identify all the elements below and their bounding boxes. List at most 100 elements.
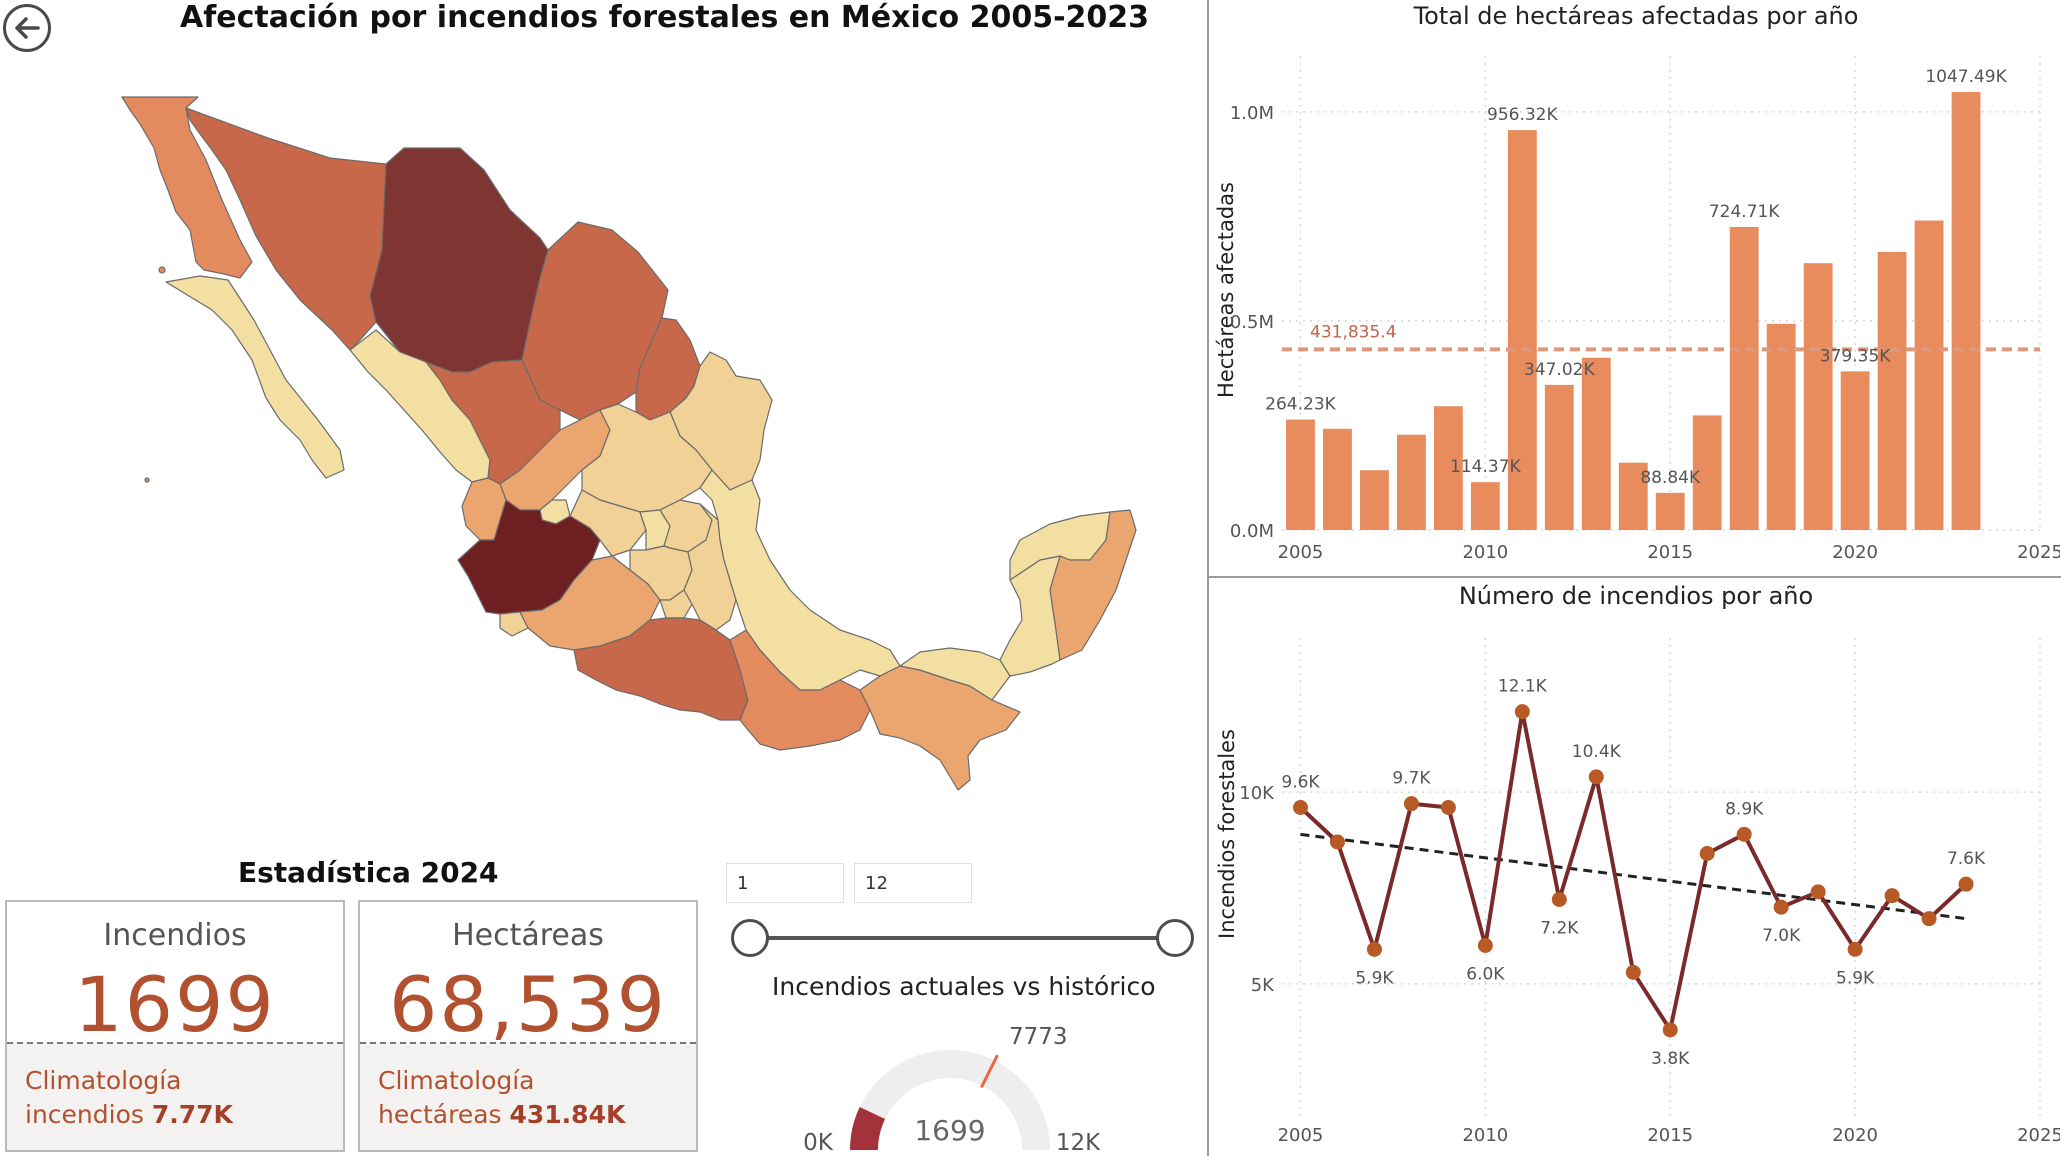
gauge-value-label: 1699 xyxy=(914,1114,985,1147)
panel-divider-vertical xyxy=(1207,0,1209,1156)
incendios-line-chart: Número de incendios por año Incendios fo… xyxy=(1215,582,2060,1146)
line-chart-ylabel: Incendios forestales xyxy=(1215,729,1239,939)
line-chart-point xyxy=(1773,899,1789,915)
bar-chart-x-tick-label: 2025 xyxy=(2017,542,2060,563)
gauge-chart: 7773 1699 0K 12K xyxy=(803,1024,1100,1156)
line-chart-point xyxy=(1847,941,1863,957)
bar-chart-bar xyxy=(1507,130,1537,531)
line-chart-point xyxy=(1625,964,1641,980)
slider-start-input[interactable]: 1 xyxy=(726,863,844,903)
state-oaxaca[interactable] xyxy=(729,629,871,751)
bar-chart-data-label: 724.71K xyxy=(1709,202,1780,222)
state-baja-california-sur[interactable] xyxy=(165,275,345,479)
line-chart-data-label: 12.1K xyxy=(1498,677,1548,697)
bar-chart-bar xyxy=(1323,428,1352,530)
state-campeche[interactable] xyxy=(999,555,1061,677)
map-title: Afectación por incendios forestales en M… xyxy=(180,0,1150,35)
bar-chart-data-label: 379.35K xyxy=(1820,346,1891,366)
bar-chart-reference-label: 431,835.4 xyxy=(1310,322,1397,342)
bar-chart-bar xyxy=(1803,263,1833,530)
back-arrow-circle-icon xyxy=(15,17,40,39)
state-coahuila[interactable] xyxy=(521,221,669,421)
line-chart-data-label: 10.4K xyxy=(1572,742,1622,762)
bar-chart-data-label: 1047.49K xyxy=(1925,67,2007,87)
line-chart-point xyxy=(1477,938,1493,953)
line-chart-y-tick-label: 10K xyxy=(1239,783,1275,804)
slider-end-handle[interactable] xyxy=(1156,919,1194,957)
bar-chart-data-label: 264.23K xyxy=(1265,395,1336,415)
line-chart-y-tick-label: 5K xyxy=(1251,975,1275,996)
bar-chart-x-tick-label: 2015 xyxy=(1647,542,1693,563)
line-chart-data-label: 5.9K xyxy=(1836,968,1875,988)
line-chart-point xyxy=(1329,834,1345,850)
bar-chart-bar xyxy=(1360,470,1389,530)
line-chart-point xyxy=(1551,892,1567,907)
incendios-card: Incendios 1699 Climatología incendios 7.… xyxy=(5,900,345,1152)
hectareas-climatologia-label: Climatología xyxy=(378,1066,535,1095)
bar-chart-bar xyxy=(1692,415,1722,530)
state-quintana-roo[interactable] xyxy=(1049,509,1137,661)
line-chart-data-label: 8.9K xyxy=(1725,799,1764,819)
line-chart-data-label: 7.2K xyxy=(1540,919,1579,939)
state-chihuahua[interactable] xyxy=(369,147,549,373)
bar-chart-bar xyxy=(1433,406,1463,530)
bar-chart-title: Total de hectáreas afectadas por año xyxy=(1413,2,1859,30)
gauge-fill xyxy=(850,1106,886,1150)
line-chart-x-tick-label: 2025 xyxy=(2017,1125,2060,1146)
hectareas-climatologia-prefix: hectáreas xyxy=(378,1100,510,1129)
line-chart-title: Número de incendios por año xyxy=(1459,582,1813,610)
hectareas-climatologia-line: hectáreas 431.84K xyxy=(378,1098,696,1132)
line-chart-point xyxy=(1366,941,1382,957)
slider-start-handle[interactable] xyxy=(731,919,769,957)
line-chart-point xyxy=(1921,911,1937,927)
gauge-min-label: 0K xyxy=(803,1130,834,1156)
gauge-target-label: 7773 xyxy=(1009,1024,1068,1050)
bar-chart-bar xyxy=(1840,371,1870,530)
incendios-climatologia-value: 7.77K xyxy=(151,1100,233,1129)
bar-chart-bar xyxy=(1766,323,1796,530)
bar-chart-ylabel: Hectáreas afectadas xyxy=(1214,182,1238,398)
line-chart-point xyxy=(1403,796,1419,812)
bar-chart-x-tick-label: 2020 xyxy=(1832,542,1878,563)
state-baja-california[interactable] xyxy=(121,96,253,279)
bar-chart-data-label: 347.02K xyxy=(1524,360,1595,380)
bar-chart-x-tick-label: 2010 xyxy=(1462,542,1508,563)
bar-chart-data-label: 114.37K xyxy=(1450,457,1521,477)
line-chart-data-label: 5.9K xyxy=(1355,968,1394,988)
map-island xyxy=(144,477,150,483)
gauge-max-label: 12K xyxy=(1056,1130,1100,1156)
incendios-climatologia-label: Climatología xyxy=(25,1066,182,1095)
hectareas-card: Hectáreas 68,539 Climatología hectáreas … xyxy=(358,900,698,1152)
bar-chart-bar xyxy=(1396,434,1426,530)
incendios-card-label: Incendios xyxy=(103,918,247,953)
line-chart-point xyxy=(1440,800,1456,815)
bar-chart-bar xyxy=(1914,220,1944,530)
bar-chart-y-tick-label: 1.0M xyxy=(1230,103,1274,124)
gauge-track xyxy=(850,1050,1050,1150)
slider-end-input[interactable]: 12 xyxy=(854,863,972,903)
incendios-card-footer: Climatología incendios 7.77K xyxy=(7,1042,343,1150)
bar-chart-bar xyxy=(1729,226,1759,530)
state-colima[interactable] xyxy=(499,611,529,637)
line-chart-data-label: 9.7K xyxy=(1392,769,1431,789)
stats-title: Estadística 2024 xyxy=(238,856,499,889)
incendios-climatologia-prefix: incendios xyxy=(25,1100,152,1129)
bar-chart-bar xyxy=(1286,419,1315,530)
bar-chart-data-label: 956.32K xyxy=(1487,105,1558,125)
slider-track[interactable] xyxy=(750,936,1175,940)
line-chart-point xyxy=(1588,769,1604,785)
line-chart-data-label: 7.0K xyxy=(1762,926,1801,946)
line-chart-x-tick-label: 2020 xyxy=(1832,1125,1878,1146)
back-button[interactable] xyxy=(3,4,51,52)
incendios-card-value: 1699 xyxy=(74,960,276,1049)
bar-chart-x-tick-label: 2005 xyxy=(1278,542,1324,563)
line-chart-x-tick-label: 2015 xyxy=(1647,1125,1693,1146)
hectareas-card-label: Hectáreas xyxy=(452,918,604,953)
line-chart-x-tick-label: 2005 xyxy=(1278,1125,1324,1146)
mexico-choropleth-map xyxy=(121,96,1137,791)
hectareas-bar-chart: Total de hectáreas afectadas por año Hec… xyxy=(1214,2,2060,563)
bar-chart-bar xyxy=(1544,384,1574,530)
bar-chart-y-tick-label: 0.0M xyxy=(1230,521,1274,542)
line-chart-point xyxy=(1699,846,1715,861)
hectareas-card-value: 68,539 xyxy=(389,960,667,1049)
